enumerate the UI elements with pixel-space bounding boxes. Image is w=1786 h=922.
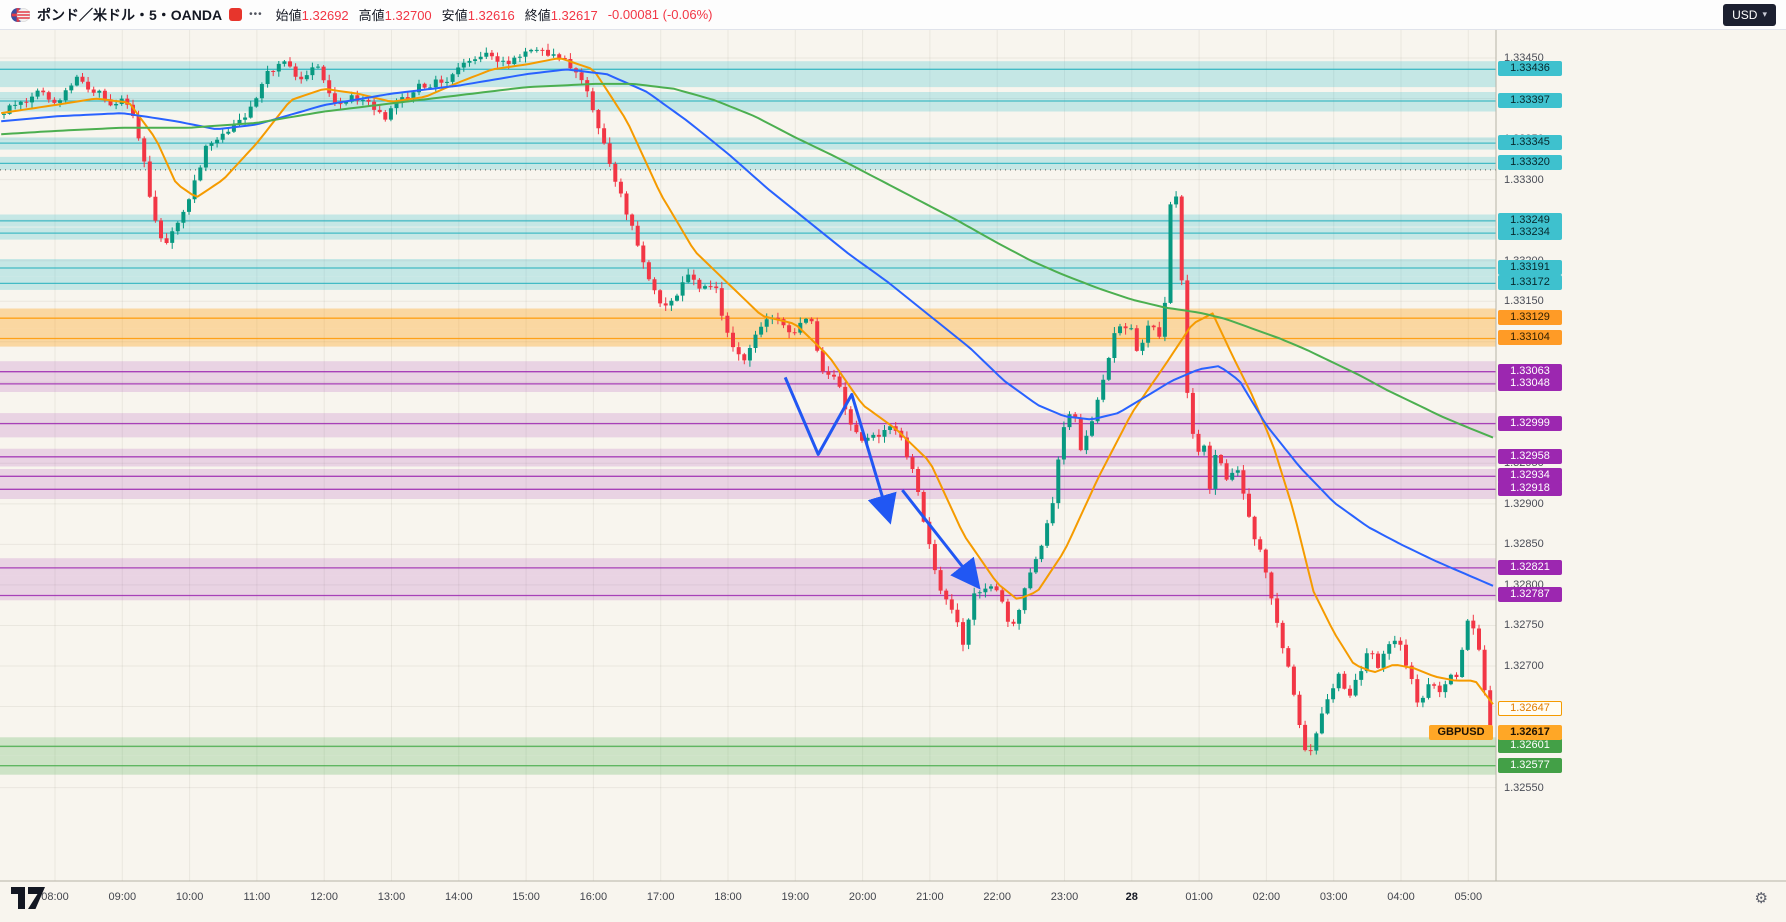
zone-price-label: 1.33320 [1498, 155, 1562, 171]
time-label: 16:00 [579, 891, 608, 903]
time-label: 10:00 [175, 891, 204, 903]
more-options-icon[interactable]: ••• [249, 9, 263, 20]
high-value: 1.32700 [384, 8, 432, 23]
zone-band-1.32821 [0, 558, 1496, 576]
open-label: 始値 [275, 8, 302, 23]
zone-band-1.32958 [0, 448, 1496, 467]
time-label: 20:00 [848, 891, 877, 903]
zone-price-label: 1.32958 [1498, 448, 1562, 464]
time-label: 22:00 [983, 891, 1011, 903]
time-label: 01:00 [1185, 891, 1213, 903]
time-axis[interactable]: ⚙ 08:00 09:00 10:00 11:00 12:00 13:00 14:00 15:… [0, 881, 1786, 922]
time-label: 14:00 [445, 891, 473, 903]
currency-selector[interactable]: USD ▾ [1723, 3, 1776, 26]
zone-price-label: 1.33191 [1498, 259, 1562, 275]
zone-band-1.33104 [0, 328, 1496, 347]
drawn-arrow [901, 489, 981, 590]
time-label: 02:00 [1252, 891, 1281, 903]
zone-price-label: 1.32601 [1498, 738, 1562, 754]
currency-label: USD [1732, 7, 1758, 22]
zone-price-label: 1.33234 [1498, 225, 1562, 241]
time-label: 15:00 [512, 891, 540, 903]
high-label: 高値 [358, 8, 385, 23]
time-label: 11:00 [243, 891, 271, 903]
zone-band-1.32999 [0, 413, 1496, 438]
time-label: 04:00 [1387, 891, 1415, 903]
zone-price-label: 1.33129 [1498, 310, 1562, 326]
chevron-down-icon: ▾ [1762, 9, 1767, 19]
up-candle-bodies [2, 49, 1470, 751]
time-label: 23:00 [1050, 891, 1079, 903]
change-value: -0.00081 (-0.06%) [607, 7, 713, 22]
up-candle-wicks [3, 47, 1469, 755]
zone-price-label: 1.33048 [1498, 375, 1562, 391]
close-label: 終値 [524, 8, 551, 23]
price-scale[interactable]: 1.334501.334001.333501.333001.332501.332… [1496, 0, 1786, 881]
zone-price-label: 1.33397 [1498, 92, 1562, 108]
settings-gear-icon[interactable]: ⚙ [1754, 890, 1768, 907]
close-value: 1.32617 [550, 8, 598, 23]
zone-band-1.32577 [0, 755, 1496, 775]
zone-price-label: 1.33249 [1498, 212, 1562, 228]
date-label: 28 [1125, 891, 1138, 903]
zone-price-label: 1.32577 [1498, 757, 1562, 773]
oanda-logo-icon [229, 8, 243, 21]
price-tick: 1.33450 [1504, 52, 1544, 64]
ma-mid-blue [1, 68, 1494, 587]
zone-price-label: 1.32821 [1498, 559, 1562, 575]
top-toolbar: ポンド／米ドル・5・OANDA ••• 始値1.32692 高値1.32700 … [0, 0, 1786, 30]
time-label: 19:00 [781, 891, 810, 903]
zone-price-label: 1.33172 [1498, 275, 1562, 291]
price-tick: 1.33150 [1504, 295, 1544, 308]
drawn-arrow [783, 376, 897, 525]
zone-band-1.33063 [0, 361, 1496, 378]
time-label: 08:00 [41, 891, 69, 903]
ohlc-legend: 始値1.32692 高値1.32700 安値1.32616 終値1.32617 … [276, 5, 713, 24]
price-tick: 1.32900 [1504, 497, 1544, 510]
time-label: 05:00 [1454, 891, 1483, 903]
time-label: 18:00 [714, 891, 742, 903]
time-label: 21:00 [916, 891, 944, 903]
low-value: 1.32616 [467, 8, 515, 23]
price-tick: 1.32750 [1504, 619, 1544, 632]
time-label: 13:00 [377, 891, 406, 903]
time-label: 09:00 [108, 891, 137, 903]
low-label: 安値 [441, 8, 468, 23]
ma-slow-green [1, 82, 1494, 439]
ma-fast-orange [1, 57, 1494, 705]
open-value: 1.32692 [301, 8, 349, 23]
time-label: 12:00 [310, 891, 338, 903]
last-price-label: 1.32617 [1498, 725, 1562, 741]
time-label: 17:00 [646, 891, 675, 903]
tradingview-logo[interactable] [10, 886, 48, 910]
price-tick: 1.32700 [1504, 660, 1544, 672]
zone-band-1.33048 [0, 377, 1496, 392]
ma-last-value-label: 1.32647 [1498, 700, 1562, 716]
zone-band-1.32934 [0, 469, 1496, 482]
down-candle-wicks [25, 43, 1491, 756]
zone-price-label: 1.32999 [1498, 415, 1562, 431]
down-candle-bodies [24, 49, 1493, 752]
zone-band-1.33436 [0, 61, 1496, 88]
zone-price-label: 1.32918 [1498, 481, 1562, 497]
price-tick: 1.32850 [1504, 538, 1544, 551]
zone-price-label: 1.33345 [1498, 135, 1562, 151]
price-tick: 1.33300 [1504, 173, 1544, 186]
zone-price-label: 1.32934 [1498, 468, 1562, 484]
zone-band-1.32918 [0, 482, 1496, 499]
zone-band-1.33397 [0, 92, 1496, 112]
symbol-title[interactable]: ポンド／米ドル・5・OANDA [37, 6, 223, 23]
symbol-pair-flags-icon[interactable] [10, 5, 30, 25]
price-tick: 1.32550 [1504, 781, 1544, 794]
zone-price-label: 1.33436 [1498, 61, 1562, 77]
zone-price-label: 1.33104 [1498, 330, 1562, 346]
zone-price-label: 1.32787 [1498, 587, 1562, 603]
time-label: 03:00 [1319, 891, 1348, 903]
zone-price-label: 1.33063 [1498, 363, 1562, 379]
